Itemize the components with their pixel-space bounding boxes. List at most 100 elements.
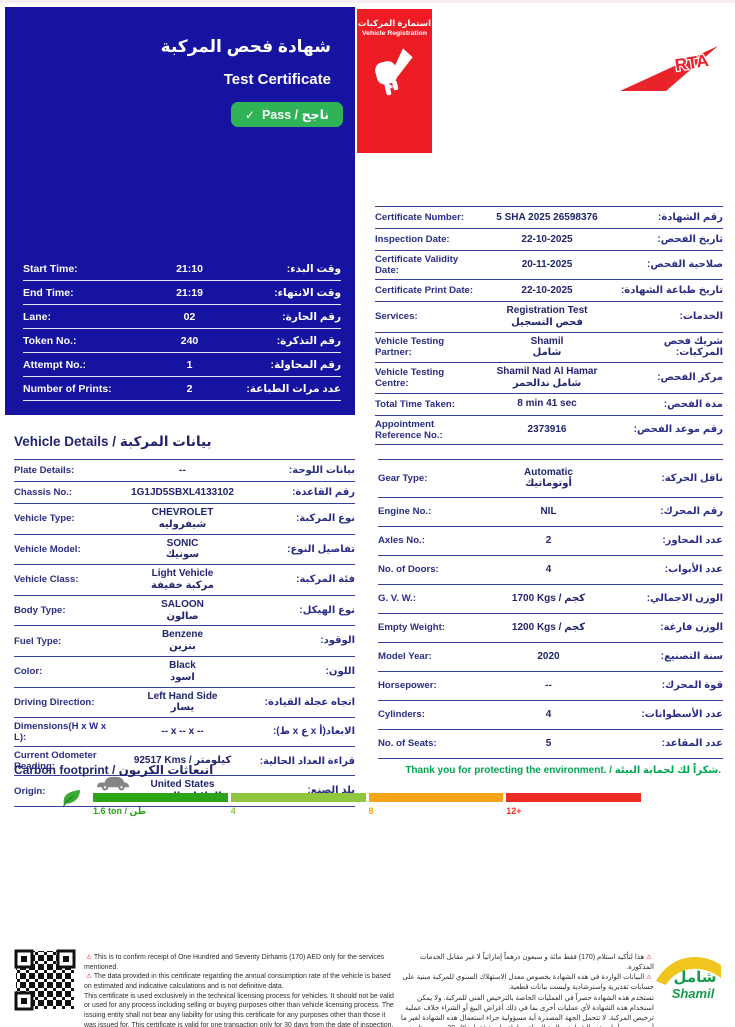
row-value: 2020 [482, 651, 615, 663]
pass-label: Pass / ناجح [261, 108, 329, 122]
warning-icon: ⚠ [86, 973, 92, 981]
row-label-en: Total Time Taken: [375, 398, 455, 410]
row-value: 2 [482, 535, 615, 547]
disclaimer-note: This certificate is used exclusively in … [84, 992, 398, 1027]
row-label-en: Empty Weight: [378, 622, 445, 634]
row-value-ar: بنزين [169, 641, 196, 653]
disclaimer-note: تستخدم هذه الشهادة حصراً في العمليات الخ… [396, 994, 654, 1027]
page-title: Test Certificate [223, 71, 331, 88]
row-value-en: Left Hand Side [147, 690, 218, 702]
row-label-ar: عدد المحاور: [662, 534, 723, 546]
vehicle-detail-row: Engine No.: NIL رقم المحرك: [378, 498, 723, 527]
row-value: 1200 Kgs / كجم [482, 622, 615, 634]
row-label-ar: رقم موعد الفحص: [633, 424, 723, 436]
row-label-en: Engine No.: [378, 506, 432, 518]
certificate-row: Certificate Print Date: 22-10-2025 تاريخ… [375, 280, 723, 303]
row-value-en: CHEVROLET [151, 507, 214, 518]
segment-bar [506, 793, 641, 802]
row-label-en: G. V. W.: [378, 593, 417, 605]
note-text: The data provided in this certificate re… [84, 973, 391, 990]
row-value: Light Vehicle مركبة خفيفة [118, 568, 247, 592]
key-pencil-icon [374, 48, 413, 96]
vehicle-detail-row: Cylinders: 4 عدد الأسطوانات: [378, 701, 723, 730]
vehicle-detail-row: Color: Black اسود اللون: [14, 657, 355, 688]
row-label-ar: مركز الفحص: [657, 372, 723, 384]
row-value-en: 2020 [537, 650, 560, 662]
row-value: Shamil شامل [479, 336, 615, 360]
warning-icon: ⚠ [646, 954, 652, 961]
check-icon: ✓ [244, 107, 255, 122]
row-label-en: Vehicle Model: [14, 543, 81, 555]
session-label-ar: عدد مرات الطباعة: [246, 382, 341, 395]
note-text: تستخدم هذه الشهادة حصراً في العمليات الخ… [400, 994, 654, 1027]
vehicle-detail-row: Chassis No.: 1G1JD5SBXL4133102 رقم القاع… [14, 482, 355, 504]
row-label-ar: صلاحية الفحص: [647, 259, 723, 271]
row-value: NIL [482, 506, 615, 518]
certificate-row: Total Time Taken: 8 min 41 sec مدة الفحص… [375, 394, 723, 416]
vehicle-detail-row: Horsepower: -- قوة المحرك: [378, 672, 723, 701]
row-label-ar: عدد الأبواب: [664, 563, 723, 575]
row-label-en: No. of Doors: [378, 564, 439, 576]
row-value: 4 [482, 709, 615, 721]
note-text: This is to confirm receipt of One Hundre… [84, 954, 385, 971]
row-label-ar: سنة التصنيع: [660, 650, 723, 662]
row-value-en: NIL [540, 505, 557, 517]
session-row: Attempt No.: 1 رقم المحاولة: [23, 353, 341, 377]
row-label-ar: الوزن الاجمالي: [646, 592, 723, 604]
segment-label: 8 [368, 806, 374, 816]
vehicle-details-left-column: Plate Details: -- بيانات اللوحة: Chassis… [14, 459, 355, 807]
row-value-en: 22-10-2025 [521, 284, 573, 296]
environment-thanks-text: Thank you for protecting the environment… [405, 765, 721, 776]
vehicle-detail-row: Axles No.: 2 عدد المحاور: [378, 527, 723, 556]
row-value-en: 4 [545, 563, 552, 575]
row-label-en: Driving Direction: [14, 696, 95, 708]
row-label-ar: شريك فحص المركبات: [663, 335, 723, 359]
row-label-en: Horsepower: [378, 680, 437, 692]
row-value: 22-10-2025 [479, 234, 615, 246]
row-value-en: 1200 Kgs / كجم [511, 621, 586, 633]
certificate-row: Certificate Validity Date: 20-11-2025 صل… [375, 251, 723, 281]
certificate-row: Vehicle Testing Partner: Shamil شامل شري… [375, 333, 723, 364]
row-value: Benzene بنزين [118, 629, 247, 653]
rta-logo: RTA [620, 43, 722, 97]
row-label-ar: فئة المركبة: [296, 574, 355, 586]
row-value: -- [118, 465, 247, 477]
row-value: 2373916 [479, 424, 615, 436]
row-value-ar: يسار [170, 702, 195, 714]
row-value: 22-10-2025 [479, 285, 615, 297]
session-label-en: Token No.: [23, 334, 77, 347]
note-text: هذا لتأكيد استلام (170) فقط مائة و سبعون… [419, 954, 654, 972]
session-label-ar: رقم الحارة: [282, 310, 341, 323]
session-value: 21:19 [176, 286, 203, 299]
row-value-en: 2 [545, 534, 552, 546]
vehicle-detail-row: Model Year: 2020 سنة التصنيع: [378, 643, 723, 672]
row-label-en: Vehicle Testing Partner: [375, 336, 445, 359]
row-label-ar: اللون: [325, 666, 355, 678]
row-label-ar: الوزن فارغة: [660, 621, 723, 633]
row-label-en: Color: [14, 666, 43, 678]
vehicle-details-title: Vehicle Details / بيانات المركبة [14, 434, 212, 449]
row-label-ar: رقم المحرك: [660, 505, 723, 517]
row-label-ar: بلد الصنع: [307, 785, 355, 797]
session-value: 2 [186, 382, 193, 395]
disclaimer-english: ⚠ This is to confirm receipt of One Hundr… [84, 953, 398, 1027]
row-label-en: Vehicle Testing Centre: [375, 367, 445, 390]
row-value-en: 5 SHA 2025 26598376 [496, 211, 598, 223]
row-label-ar: عدد الأسطوانات: [641, 708, 723, 720]
row-value: 20-11-2025 [479, 259, 615, 271]
vehicle-detail-row: Vehicle Model: SONIC سونيك تفاصيل النوع: [14, 535, 355, 566]
row-value: 1700 Kgs / كجم [482, 593, 615, 605]
qr-code [14, 949, 76, 1011]
row-value: -- [482, 680, 615, 692]
warning-icon: ⚠ [646, 974, 652, 982]
row-value: SONIC سونيك [118, 538, 247, 562]
vehicle-detail-row: Gear Type: Automatic أوتوماتيك ناقل الحر… [378, 460, 723, 498]
disclaimer-note: ⚠هذا لتأكيد استلام (170) فقط مائة و سبعو… [396, 953, 654, 973]
session-value: 240 [180, 334, 199, 347]
note-text: البيانات الواردة في هذه الشهادة بخصوص مع… [402, 974, 654, 992]
row-value: Automatic أوتوماتيك [482, 467, 615, 491]
disclaimer-note: ⚠ The data provided in this certificate r… [84, 972, 398, 991]
page-title-arabic: شهادة فحص المركبة [160, 37, 331, 56]
rta-logo-text: RTA [674, 51, 710, 75]
